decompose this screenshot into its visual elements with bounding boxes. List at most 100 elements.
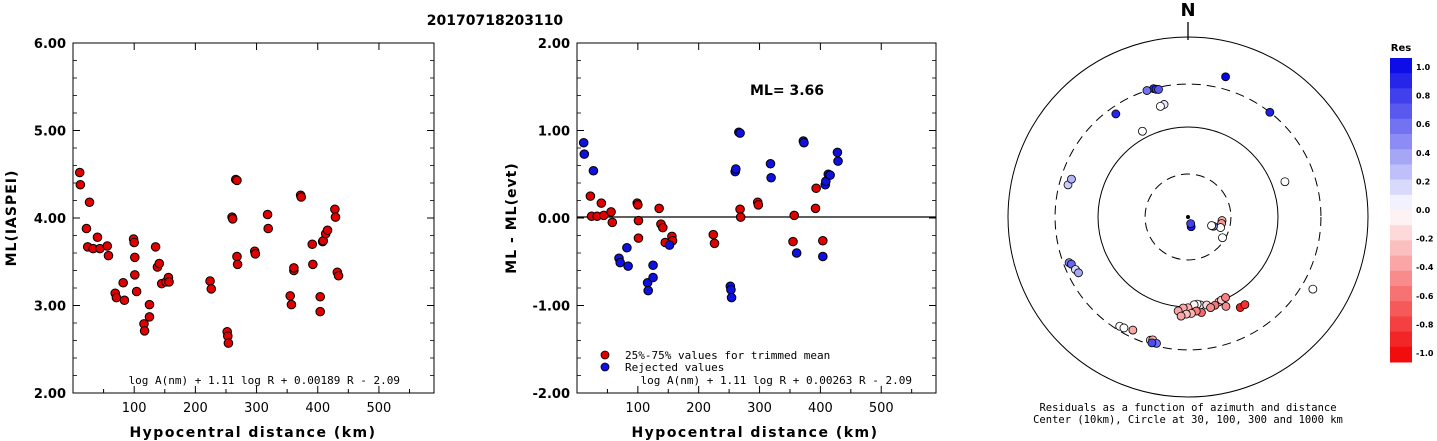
magnitude-point-red bbox=[111, 292, 122, 303]
station-residual-point bbox=[1216, 223, 1225, 232]
magnitude-point-red bbox=[119, 295, 130, 306]
residual-x-tick-label: 400 bbox=[808, 401, 833, 416]
colorbar-cell bbox=[1390, 73, 1412, 89]
magnitude-y-tick-label: 5.00 bbox=[34, 125, 66, 140]
station-residual-point bbox=[1221, 72, 1230, 82]
residual-point-blue bbox=[726, 292, 737, 303]
magnitude-point-red bbox=[227, 214, 238, 224]
residual-x-tick-label: 500 bbox=[869, 401, 894, 416]
residual-point-blue bbox=[623, 261, 633, 271]
residual-point-red bbox=[606, 207, 616, 217]
residual-point-blue bbox=[825, 170, 835, 180]
station-residual-point bbox=[1156, 101, 1165, 111]
magnitude-point-red bbox=[74, 167, 85, 178]
magnitude-x-tick-label: 200 bbox=[183, 401, 208, 416]
residual-y-tick-label: 1.00 bbox=[538, 125, 570, 140]
residual-point-red bbox=[735, 204, 745, 215]
residual-point-blue bbox=[791, 248, 802, 258]
magnitude-point-red bbox=[131, 286, 142, 297]
colorbar-cell bbox=[1390, 88, 1412, 105]
residual-point-blue bbox=[731, 164, 741, 174]
residual-point-red bbox=[585, 191, 596, 201]
magnitude-point-red bbox=[330, 204, 340, 215]
residual-point-red bbox=[811, 183, 821, 194]
station-residual-point bbox=[1280, 177, 1290, 187]
magnitude-point-red bbox=[129, 252, 140, 263]
magnitude-x-tick-label: 100 bbox=[122, 401, 147, 416]
residual-x-tick-label: 100 bbox=[625, 401, 650, 416]
magnitude-point-red bbox=[333, 270, 344, 281]
range-circle-30km bbox=[1144, 173, 1232, 261]
residual-point-red bbox=[633, 233, 644, 243]
residual-x-label: Hypocentral distance (km) bbox=[631, 425, 878, 441]
residual-point-blue bbox=[735, 128, 745, 138]
colorbar-cell bbox=[1390, 134, 1412, 150]
magnitude-point-red bbox=[129, 237, 139, 248]
ml-annotation: ML= 3.66 bbox=[750, 83, 824, 99]
epicenter-dot bbox=[1186, 215, 1190, 219]
magnitude-point-red bbox=[315, 306, 325, 317]
magnitude-y-label: ML(IASPEI) bbox=[4, 170, 20, 267]
residual-point-red bbox=[633, 200, 643, 210]
range-circle-300km bbox=[1054, 83, 1322, 351]
residual-point-red bbox=[596, 198, 607, 208]
colorbar-tick-label: 0.8 bbox=[1416, 92, 1431, 101]
residual-point-blue bbox=[765, 158, 776, 169]
colorbar-cell bbox=[1390, 225, 1412, 241]
magnitude-point-red bbox=[286, 299, 297, 310]
colorbar-tick-label: -0.6 bbox=[1416, 292, 1434, 301]
residual-point-red bbox=[788, 236, 798, 247]
magnitude-point-red bbox=[232, 175, 242, 186]
residual-point-red bbox=[818, 235, 828, 246]
residual-point-blue bbox=[832, 147, 843, 158]
colorbar-tick-label: -1.0 bbox=[1416, 349, 1434, 358]
colorbar-tick-label: -0.4 bbox=[1416, 263, 1434, 272]
station-residual-point bbox=[1111, 109, 1121, 119]
magnitude-point-red bbox=[285, 291, 296, 301]
colorbar-tick-label: 0.2 bbox=[1416, 177, 1430, 186]
colorbar-cell bbox=[1390, 301, 1412, 317]
north-label: N bbox=[1180, 0, 1195, 21]
magnitude-point-red bbox=[322, 225, 333, 236]
event-title: 20170718203110 bbox=[427, 13, 564, 29]
station-residual-point bbox=[1186, 219, 1196, 229]
station-residual-point bbox=[1142, 86, 1152, 95]
magnitude-point-red bbox=[118, 277, 128, 288]
residual-point-red bbox=[735, 212, 746, 222]
residual-point-blue bbox=[578, 137, 589, 148]
colorbar-tick-label: 1.0 bbox=[1416, 63, 1431, 72]
polar-caption-line2: Center (10km), Circle at 30, 100, 300 an… bbox=[1033, 414, 1343, 426]
magnitude-y-tick-label: 4.00 bbox=[34, 212, 66, 227]
colorbar-cell bbox=[1390, 210, 1412, 226]
magnitude-y-tick-label: 6.00 bbox=[34, 37, 66, 52]
station-residual-point bbox=[1128, 325, 1138, 335]
colorbar-cell bbox=[1390, 286, 1412, 302]
colorbar-cell bbox=[1390, 270, 1412, 287]
residual-point-red bbox=[708, 229, 719, 240]
residual-point-blue bbox=[664, 240, 675, 250]
colorbar-cell bbox=[1390, 58, 1412, 74]
station-residual-point bbox=[1206, 303, 1215, 312]
legend-red-marker bbox=[600, 350, 610, 360]
residual-point-red bbox=[709, 238, 720, 249]
station-residual-point bbox=[1221, 293, 1230, 302]
residual-point-blue bbox=[648, 260, 658, 271]
residual-y-tick-label: 0.00 bbox=[538, 212, 570, 227]
residual-point-blue bbox=[799, 137, 809, 148]
residual-point-blue bbox=[615, 257, 626, 268]
magnitude-x-label: Hypocentral distance (km) bbox=[129, 425, 376, 441]
magnitude-point-red bbox=[330, 212, 341, 222]
magnitude-x-tick-label: 300 bbox=[244, 401, 269, 416]
colorbar-tick-label: -0.8 bbox=[1416, 320, 1434, 329]
magnitude-point-red bbox=[205, 276, 215, 286]
station-residual-point bbox=[1218, 233, 1227, 243]
station-residual-point bbox=[1308, 284, 1318, 294]
station-residual-point bbox=[1221, 302, 1231, 311]
colorbar-tick-label: -0.2 bbox=[1416, 235, 1434, 244]
colorbar-cell bbox=[1390, 346, 1412, 363]
colorbar-cell bbox=[1390, 149, 1412, 165]
residual-x-tick-label: 200 bbox=[686, 401, 711, 416]
magnitude-point-red bbox=[139, 326, 150, 336]
magnitude-point-red bbox=[144, 312, 155, 322]
magnitude-panel: 100 200 300 400 500 2.00 3.00 4.00 5.00 6.00 ML(I… bbox=[4, 37, 435, 441]
